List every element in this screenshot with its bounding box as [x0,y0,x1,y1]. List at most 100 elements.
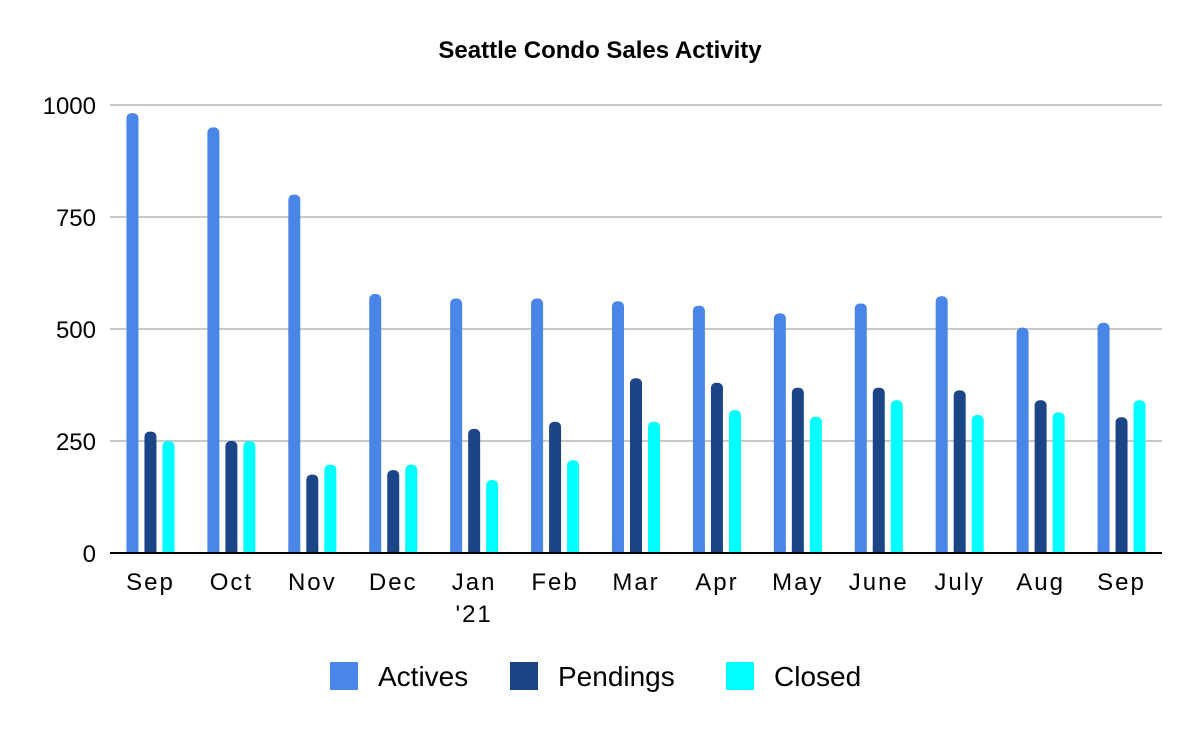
bar-pendings-9 [872,387,885,553]
bar-base-pendings-3 [387,547,400,553]
x-tick-label: Aug [1016,569,1065,596]
legend-label-closed: Closed [774,661,861,692]
bar-base-closed-9 [890,547,903,553]
x-tick-label: Nov [288,569,337,596]
bar-base-closed-1 [243,547,256,553]
bar-pendings-3 [387,470,400,553]
bar-closed-3 [405,464,418,553]
legend-label-pendings: Pendings [558,661,675,692]
bars [126,113,1146,554]
bar-pendings-4 [468,428,481,553]
bar-base-pendings-5 [549,547,562,553]
bar-base-closed-7 [728,547,741,553]
bar-actives-9 [854,303,867,553]
bar-base-closed-10 [971,547,984,553]
bar-pendings-1 [225,441,238,553]
bar-pendings-11 [1034,400,1047,553]
bar-pendings-10 [953,390,966,553]
y-tick-label: 1000 [43,93,96,120]
legend-swatch-closed [726,662,754,690]
bar-base-actives-4 [450,547,463,553]
bar-closed-1 [243,441,256,553]
bar-closed-8 [809,416,822,553]
bar-actives-6 [612,301,624,553]
bar-base-actives-12 [1097,547,1110,553]
bar-closed-10 [971,415,984,553]
legend: Actives Pendings Closed [330,661,861,692]
bar-base-actives-6 [612,547,624,553]
bar-actives-4 [450,298,463,553]
bar-actives-7 [692,305,705,553]
bar-base-actives-0 [126,547,139,553]
x-tick-label: Feb [531,569,578,596]
bar-base-pendings-2 [306,547,319,553]
bar-base-actives-11 [1016,547,1029,553]
bar-closed-12 [1133,400,1146,553]
bar-base-closed-6 [648,547,660,553]
bar-base-closed-2 [324,547,337,553]
bar-pendings-2 [306,474,319,553]
bar-pendings-0 [144,431,157,553]
bar-base-pendings-8 [791,547,804,553]
bar-base-pendings-11 [1034,547,1047,553]
bar-actives-3 [369,294,382,553]
bar-base-actives-7 [692,547,705,553]
bar-base-pendings-12 [1115,547,1128,553]
x-tick-label: Sep [1097,569,1146,596]
x-axis-ticks: Sep Oct Nov Dec Jan '21 Feb Mar Apr May June July Au… [126,569,1146,628]
bar-base-closed-12 [1133,547,1146,553]
bar-base-closed-11 [1052,547,1065,553]
bar-base-closed-5 [567,547,580,553]
x-tick-label: May [772,569,823,596]
legend-swatch-actives [330,662,358,690]
bar-actives-8 [773,313,786,553]
bar-closed-7 [728,410,741,553]
bar-base-pendings-6 [630,547,642,553]
bar-closed-4 [486,479,499,553]
bar-pendings-6 [630,378,642,553]
bar-pendings-7 [710,382,723,553]
y-axis-ticks: 0 250 500 750 1000 [43,93,96,568]
bar-base-actives-3 [369,547,382,553]
x-tick-label: June [849,569,909,596]
x-tick-label: July [934,569,985,596]
bar-base-pendings-1 [225,547,238,553]
bar-actives-0 [126,113,139,554]
bar-base-actives-10 [935,547,948,553]
bar-base-actives-9 [854,547,867,553]
x-tick-label: Mar [612,569,659,596]
bar-pendings-12 [1115,417,1128,553]
bar-base-actives-5 [531,547,544,553]
bar-base-actives-2 [288,547,301,553]
bar-base-closed-8 [809,547,822,553]
y-tick-label: 500 [56,317,96,344]
bar-actives-5 [531,298,544,553]
bar-closed-6 [648,421,660,553]
bar-base-actives-1 [207,547,220,553]
x-tick-label: Apr [695,569,738,596]
bar-base-closed-0 [162,547,175,553]
legend-label-actives: Actives [378,661,468,692]
bar-actives-12 [1097,322,1110,553]
bar-base-closed-4 [486,547,499,553]
x-tick-label: Oct [210,569,253,596]
bar-base-actives-8 [773,547,786,553]
bar-base-pendings-7 [710,547,723,553]
x-tick-label: Jan '21 [452,569,497,628]
bar-closed-9 [890,400,903,553]
x-tick-label: Sep [126,569,175,596]
y-tick-label: 250 [56,429,96,456]
bar-closed-11 [1052,412,1065,553]
y-tick-label: 0 [83,541,96,568]
bar-closed-2 [324,464,337,553]
x-tick-label: Dec [369,569,418,596]
bar-pendings-5 [549,421,562,553]
bar-actives-11 [1016,327,1029,553]
bar-base-pendings-9 [872,547,885,553]
bar-closed-5 [567,460,580,553]
chart-title: Seattle Condo Sales Activity [438,37,762,64]
bar-actives-1 [207,127,220,554]
bar-pendings-8 [791,387,804,553]
bar-base-pendings-0 [144,547,157,553]
